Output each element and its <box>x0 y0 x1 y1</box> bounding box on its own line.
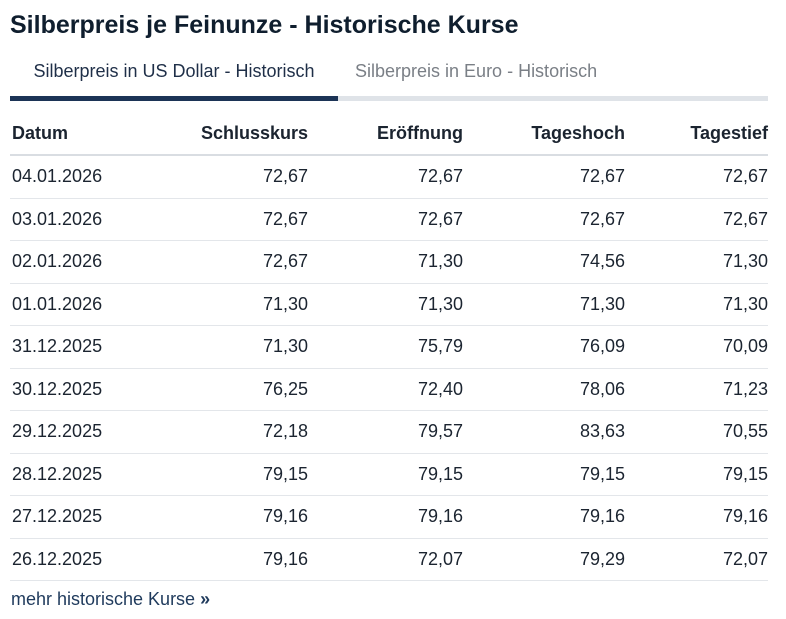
table-row: 04.01.2026 72,67 72,67 72,67 72,67 <box>10 155 768 199</box>
cell-open: 72,67 <box>308 155 463 199</box>
page-title: Silberpreis je Feinunze - Historische Ku… <box>10 11 519 39</box>
cell-low: 71,30 <box>625 283 768 326</box>
cell-open: 72,40 <box>308 368 463 411</box>
cell-low: 71,23 <box>625 368 768 411</box>
cell-open: 71,30 <box>308 283 463 326</box>
cell-high: 79,15 <box>463 453 625 496</box>
cell-high: 71,30 <box>463 283 625 326</box>
cell-high: 72,67 <box>463 155 625 199</box>
cell-open: 72,67 <box>308 198 463 241</box>
cell-close: 72,67 <box>140 155 308 199</box>
cell-date: 30.12.2025 <box>10 368 140 411</box>
table-row: 01.01.2026 71,30 71,30 71,30 71,30 <box>10 283 768 326</box>
cell-low: 72,67 <box>625 155 768 199</box>
cell-high: 76,09 <box>463 325 625 369</box>
cell-low: 79,15 <box>625 453 768 496</box>
cell-open: 79,15 <box>308 453 463 496</box>
header-tageshoch: Tageshoch <box>463 112 625 156</box>
cell-close: 72,67 <box>140 240 308 284</box>
cell-close: 79,15 <box>140 453 308 496</box>
more-history-link-label: mehr historische Kurse <box>11 589 196 609</box>
header-eroeffnung: Eröffnung <box>308 112 463 156</box>
table-row: 29.12.2025 72,18 79,57 83,63 70,55 <box>10 410 768 454</box>
cell-close: 72,18 <box>140 410 308 454</box>
cell-high: 78,06 <box>463 368 625 411</box>
cell-open: 71,30 <box>308 240 463 284</box>
cell-date: 26.12.2025 <box>10 538 140 581</box>
more-history-link[interactable]: mehr historische Kurse » <box>11 589 210 610</box>
cell-low: 79,16 <box>625 495 768 539</box>
cell-date: 28.12.2025 <box>10 453 140 496</box>
table-row: 31.12.2025 71,30 75,79 76,09 70,09 <box>10 325 768 369</box>
tab-usd-history[interactable]: Silberpreis in US Dollar - Historisch <box>10 52 338 101</box>
table-row: 28.12.2025 79,15 79,15 79,15 79,15 <box>10 453 768 496</box>
cell-date: 27.12.2025 <box>10 495 140 539</box>
cell-date: 31.12.2025 <box>10 325 140 369</box>
cell-open: 79,16 <box>308 495 463 539</box>
header-datum: Datum <box>10 112 140 156</box>
cell-high: 79,16 <box>463 495 625 539</box>
cell-date: 29.12.2025 <box>10 410 140 454</box>
cell-close: 79,16 <box>140 538 308 581</box>
cell-close: 71,30 <box>140 283 308 326</box>
cell-open: 75,79 <box>308 325 463 369</box>
header-tagestief: Tagestief <box>625 112 768 156</box>
cell-high: 72,67 <box>463 198 625 241</box>
table-header-row: Datum Schlusskurs Eröffnung Tageshoch Ta… <box>10 112 768 156</box>
cell-open: 72,07 <box>308 538 463 581</box>
cell-close: 72,67 <box>140 198 308 241</box>
table-row: 26.12.2025 79,16 72,07 79,29 72,07 <box>10 538 768 581</box>
cell-date: 02.01.2026 <box>10 240 140 284</box>
cell-close: 76,25 <box>140 368 308 411</box>
table-row: 30.12.2025 76,25 72,40 78,06 71,23 <box>10 368 768 411</box>
cell-high: 83,63 <box>463 410 625 454</box>
cell-low: 72,07 <box>625 538 768 581</box>
cell-low: 70,09 <box>625 325 768 369</box>
tab-bar: Silberpreis in US Dollar - Historisch Si… <box>10 52 768 101</box>
table-row: 27.12.2025 79,16 79,16 79,16 79,16 <box>10 495 768 539</box>
cell-date: 04.01.2026 <box>10 155 140 199</box>
tab-eur-history[interactable]: Silberpreis in Euro - Historisch <box>355 61 598 81</box>
price-history-table: Datum Schlusskurs Eröffnung Tageshoch Ta… <box>10 112 768 581</box>
double-chevron-right-icon: » <box>200 589 211 609</box>
table-row: 02.01.2026 72,67 71,30 74,56 71,30 <box>10 240 768 284</box>
header-schlusskurs: Schlusskurs <box>140 112 308 156</box>
cell-close: 71,30 <box>140 325 308 369</box>
cell-low: 70,55 <box>625 410 768 454</box>
cell-date: 01.01.2026 <box>10 283 140 326</box>
cell-high: 79,29 <box>463 538 625 581</box>
cell-close: 79,16 <box>140 495 308 539</box>
table-row: 03.01.2026 72,67 72,67 72,67 72,67 <box>10 198 768 241</box>
cell-low: 72,67 <box>625 198 768 241</box>
cell-low: 71,30 <box>625 240 768 284</box>
cell-date: 03.01.2026 <box>10 198 140 241</box>
cell-open: 79,57 <box>308 410 463 454</box>
cell-high: 74,56 <box>463 240 625 284</box>
